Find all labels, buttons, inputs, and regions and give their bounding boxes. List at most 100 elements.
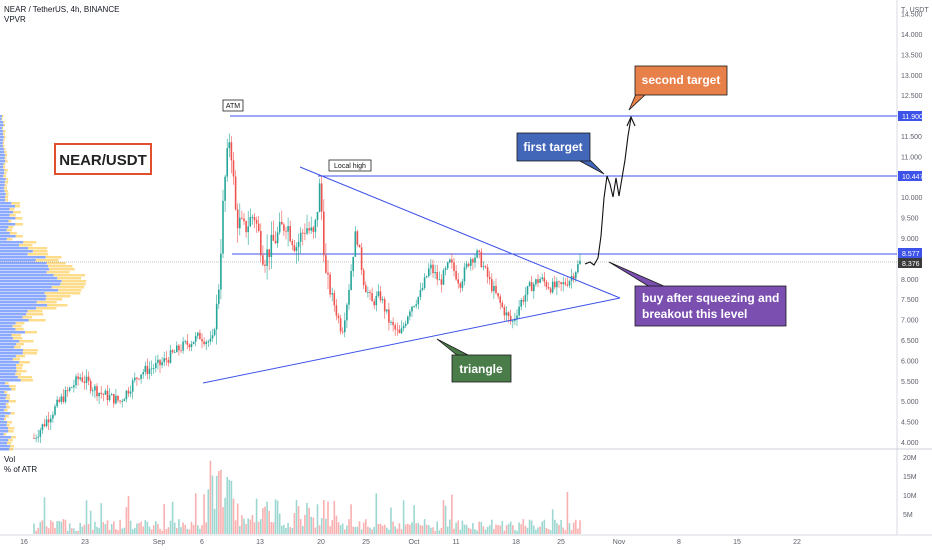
volume-bar	[413, 505, 415, 534]
volume-bar	[184, 524, 186, 534]
volume-bar	[287, 522, 289, 534]
vpvr-bar	[0, 304, 48, 307]
vpvr-bar	[14, 205, 21, 208]
vpvr-bar	[0, 127, 3, 130]
atm-label[interactable]: ATM	[222, 99, 244, 112]
vpvr-bar	[16, 364, 24, 367]
vpvr-bar	[3, 433, 7, 436]
vpvr-bar	[6, 406, 11, 409]
candle-body	[180, 350, 182, 352]
time-tick-label: 23	[81, 539, 89, 546]
volume-bar	[180, 527, 182, 534]
candle-body	[121, 401, 123, 402]
vpvr-bar	[20, 379, 33, 382]
volume-bar	[344, 529, 346, 534]
candle-body	[115, 395, 117, 404]
vpvr-bar	[5, 403, 9, 406]
vpvr-bar	[15, 373, 22, 376]
volume-bar	[171, 501, 174, 534]
candle-body	[373, 301, 375, 306]
volume-bar	[556, 523, 558, 534]
volume-bar	[396, 528, 399, 534]
local-high-label[interactable]: Local high	[328, 159, 372, 172]
volume-bar	[295, 500, 298, 534]
candle-body	[272, 234, 275, 241]
vpvr-bar	[0, 406, 7, 409]
candle-body	[173, 352, 176, 353]
buy-note-callout[interactable]: buy after squeezing and breakout this le…	[608, 261, 787, 327]
volume-bar	[199, 528, 201, 534]
time-tick-label: 25	[557, 539, 565, 546]
candle-body	[113, 394, 115, 404]
candle-body	[182, 341, 184, 351]
triangle-callout[interactable]: triangle	[436, 338, 512, 383]
volume-bar	[297, 506, 300, 534]
volume-bar	[73, 528, 75, 534]
volume-bar	[575, 519, 577, 534]
vpvr-bar	[0, 358, 13, 361]
volume-bar	[316, 504, 319, 534]
candle-body	[83, 381, 86, 383]
volume-subtitle: % of ATR	[4, 465, 37, 474]
candle-body	[476, 250, 478, 258]
vpvr-bar	[9, 448, 14, 451]
candle-body	[106, 390, 109, 401]
candle-body	[493, 285, 495, 292]
candle-body	[491, 279, 493, 292]
price-tick-label: 9.000	[901, 236, 919, 243]
volume-bar	[299, 518, 302, 534]
vpvr-bar	[0, 157, 5, 160]
vpvr-bar	[0, 169, 5, 172]
candle-body	[323, 211, 325, 256]
vpvr-bar	[0, 316, 23, 319]
candle-body	[228, 142, 231, 149]
vpvr-bar	[0, 307, 37, 310]
time-tick-label: 6	[200, 539, 204, 546]
candle-body	[184, 341, 186, 343]
candle-body	[440, 279, 443, 285]
volume-bar	[96, 526, 98, 534]
candle-body	[163, 358, 165, 363]
candle-body	[381, 299, 384, 301]
volume-bar	[268, 510, 270, 534]
triangle-lower-trendline[interactable]	[202, 297, 621, 384]
volume-bar	[312, 517, 315, 534]
volume-bar	[243, 518, 245, 534]
vpvr-bar	[0, 145, 3, 148]
projection-path[interactable]	[584, 117, 632, 266]
volume-bar	[194, 493, 197, 534]
candle-body	[136, 377, 138, 379]
volume-bar	[310, 516, 312, 534]
first-target-callout[interactable]: first target	[516, 132, 605, 175]
volume-bar	[369, 527, 371, 534]
vpvr-bar	[0, 433, 4, 436]
time-axis[interactable]: 16 23 Sep 6 13 20 25 Oct 11 18 25 Nov 8 15 22	[20, 539, 801, 546]
volume-bar	[440, 527, 443, 534]
volume-bar	[381, 525, 384, 534]
candle-body	[138, 378, 140, 380]
volume-bar	[197, 525, 199, 534]
candle-body	[434, 272, 436, 274]
time-tick-label: 22	[793, 539, 801, 546]
volume-bar	[497, 525, 499, 534]
candle-body	[432, 264, 434, 274]
candle-body	[102, 394, 105, 395]
title-annotation[interactable]: NEAR/USDT	[54, 143, 152, 175]
triangle-upper-trendline[interactable]	[299, 166, 621, 299]
price-tick-label: 6.500	[901, 338, 919, 345]
candle-body	[222, 200, 224, 254]
candle-body	[226, 148, 228, 177]
vpvr-bar	[3, 130, 6, 133]
svg-text:buy after squeezing and: buy after squeezing and	[642, 291, 779, 305]
candle-body	[215, 303, 218, 330]
second-target-callout[interactable]: second target	[628, 65, 728, 111]
volume-bar	[182, 522, 184, 534]
vpvr-bar	[0, 187, 4, 190]
candle-body	[131, 380, 134, 392]
vpvr-bar	[4, 151, 7, 154]
vpvr-bar	[15, 223, 24, 226]
vpvr-bar	[0, 151, 5, 154]
svg-text:Local high: Local high	[334, 163, 366, 170]
vpvr-bar	[8, 427, 15, 430]
